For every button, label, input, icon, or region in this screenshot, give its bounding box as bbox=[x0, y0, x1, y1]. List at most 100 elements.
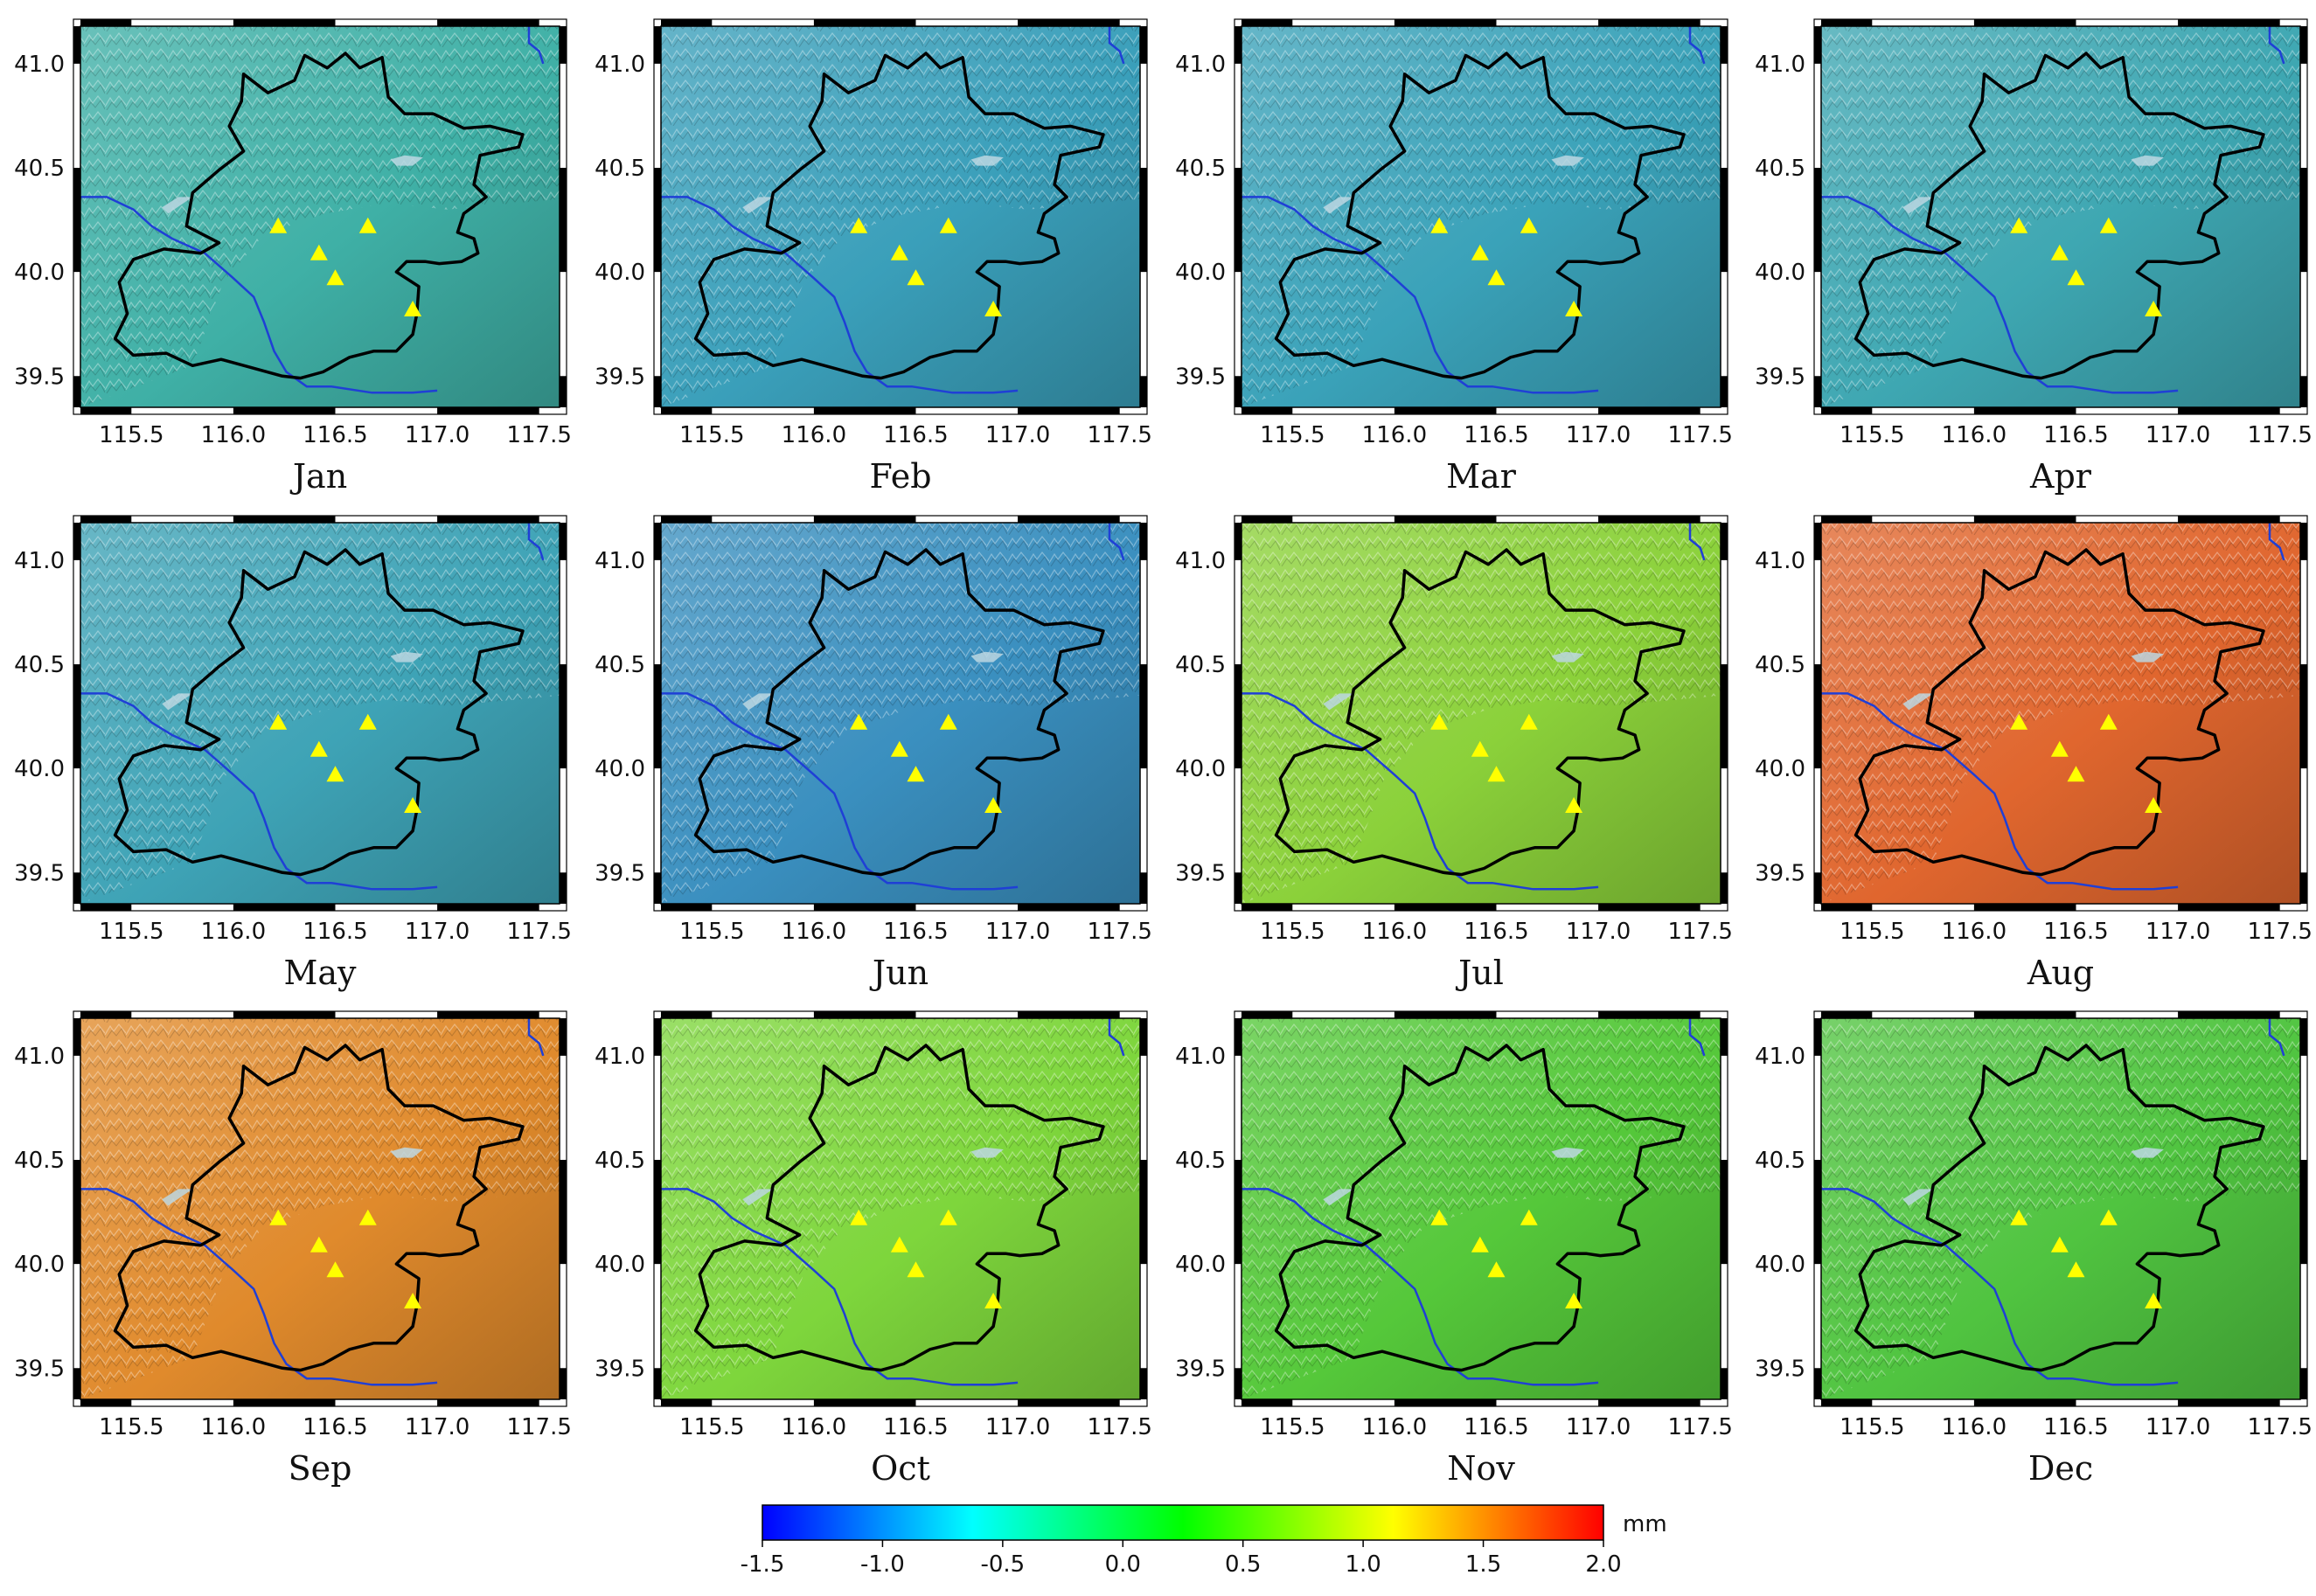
beijing-boundary bbox=[693, 1044, 1105, 1372]
frame-segment bbox=[437, 516, 539, 523]
frame-segment bbox=[1598, 19, 1700, 26]
frame-segment bbox=[1973, 1399, 2076, 1406]
frame-segment bbox=[1140, 523, 1147, 560]
x-tick-label: 115.5 bbox=[99, 422, 163, 448]
frame-segment bbox=[1821, 1011, 1873, 1018]
station-triangle bbox=[1520, 217, 1538, 233]
x-tick-label: 115.5 bbox=[679, 1414, 744, 1440]
beijing-boundary bbox=[1853, 548, 2265, 877]
colorbar: -1.5 -1.0 -0.5 0.0 0.5 1.0 1.5 2.0mm bbox=[741, 1504, 1667, 1578]
x-tick-label: 116.5 bbox=[1464, 1414, 1528, 1440]
frame-segment bbox=[1973, 516, 2076, 523]
frame-segment bbox=[1814, 664, 1821, 769]
y-tick-label: 40.0 bbox=[14, 260, 65, 286]
frame-segment bbox=[1598, 407, 1700, 414]
x-tick-label: 117.0 bbox=[985, 919, 1050, 945]
x-tick-label: 117.0 bbox=[2146, 1414, 2210, 1440]
frame-segment bbox=[1018, 407, 1120, 414]
frame-outline bbox=[1813, 18, 2308, 415]
colorbar-tick-label: -1.5 bbox=[741, 1551, 785, 1578]
beijing-boundary bbox=[113, 1044, 525, 1372]
station-triangle bbox=[907, 1261, 925, 1278]
y-tick-label: 40.0 bbox=[14, 756, 65, 782]
frame-segment bbox=[1598, 1399, 1700, 1406]
frame-segment bbox=[1241, 407, 1293, 414]
reservoir bbox=[1323, 1189, 1354, 1206]
river-line bbox=[661, 1188, 1019, 1386]
x-tick-label: 116.0 bbox=[1942, 422, 2007, 448]
frame-segment bbox=[1018, 904, 1120, 911]
frame-segment bbox=[560, 168, 567, 273]
x-tick-label: 115.5 bbox=[1260, 422, 1325, 448]
frame-segment bbox=[73, 1160, 80, 1265]
map-panel-jul: 115.5 116.0 116.5 117.0 117.5 39.5 40.0 40.5 41.… bbox=[1175, 515, 1733, 992]
frame-segment bbox=[1973, 19, 2076, 26]
river-line bbox=[527, 26, 545, 65]
frame-segment bbox=[1394, 407, 1497, 414]
reservoir bbox=[1902, 1189, 1934, 1206]
station-triangle bbox=[404, 301, 422, 317]
frame-segment bbox=[1973, 407, 2076, 414]
frame-segment bbox=[1721, 168, 1728, 273]
frame-segment bbox=[2300, 168, 2307, 273]
frame-segment bbox=[80, 1011, 132, 1018]
station-triangle bbox=[850, 1209, 868, 1225]
station-triangle bbox=[358, 217, 377, 233]
reservoir bbox=[742, 197, 774, 214]
x-tick-label: 115.5 bbox=[1840, 422, 1904, 448]
frame-segment bbox=[73, 523, 80, 560]
reservoir bbox=[742, 693, 774, 711]
station-triangle bbox=[309, 740, 328, 757]
y-tick-label: 40.5 bbox=[595, 652, 645, 678]
station-triangle bbox=[1487, 1261, 1506, 1278]
station-triangle bbox=[1520, 1209, 1538, 1225]
frame-segment bbox=[1598, 516, 1700, 523]
station-triangle bbox=[1430, 713, 1449, 730]
frame-segment bbox=[1814, 26, 1821, 64]
frame-segment bbox=[233, 1011, 336, 1018]
frame-segment bbox=[1140, 26, 1147, 64]
y-tick-label: 40.0 bbox=[14, 1252, 65, 1278]
station-triangle bbox=[269, 713, 288, 730]
colorbar-tick-label: -1.0 bbox=[860, 1551, 905, 1578]
station-triangle bbox=[850, 713, 868, 730]
frame-segment bbox=[1814, 872, 1821, 904]
x-tick-label: 117.0 bbox=[405, 919, 469, 945]
reservoir bbox=[390, 651, 423, 663]
colorbar-tick-label: 2.0 bbox=[1585, 1551, 1621, 1578]
frame-segment bbox=[437, 1011, 539, 1018]
station-triangle bbox=[984, 1293, 1003, 1309]
station-triangle bbox=[984, 301, 1003, 317]
river-line bbox=[2268, 1018, 2285, 1057]
colorbar-tick-label: 1.5 bbox=[1465, 1551, 1501, 1578]
frame-segment bbox=[2300, 872, 2307, 904]
x-tick-label: 115.5 bbox=[99, 1414, 163, 1440]
y-tick-label: 40.5 bbox=[14, 652, 65, 678]
x-tick-label: 116.5 bbox=[303, 919, 367, 945]
frame-segment bbox=[1721, 1018, 1728, 1056]
river-line bbox=[527, 1018, 545, 1057]
frame-segment bbox=[2300, 26, 2307, 64]
map-panel-may: 115.5 116.0 116.5 117.0 117.5 39.5 40.0 40.5 41.… bbox=[14, 515, 572, 992]
station-triangle bbox=[2099, 217, 2118, 233]
frame-segment bbox=[80, 407, 132, 414]
station-triangle bbox=[850, 217, 868, 233]
station-triangle bbox=[1565, 301, 1583, 317]
frame-segment bbox=[2300, 523, 2307, 560]
y-tick-label: 41.0 bbox=[595, 1044, 645, 1070]
frame-segment bbox=[560, 1368, 567, 1399]
station-triangle bbox=[2050, 740, 2069, 757]
frame-segment bbox=[1241, 904, 1293, 911]
y-tick-label: 41.0 bbox=[1755, 1044, 1805, 1070]
frame-segment bbox=[1721, 1160, 1728, 1265]
y-tick-label: 39.5 bbox=[1755, 364, 1805, 390]
frame-segment bbox=[1598, 904, 1700, 911]
x-tick-label: 115.5 bbox=[1260, 1414, 1325, 1440]
hillshade-relief bbox=[1821, 1018, 2300, 1399]
frame-segment bbox=[1394, 516, 1497, 523]
station-triangle bbox=[2067, 269, 2085, 286]
frame-segment bbox=[73, 1368, 80, 1399]
y-tick-label: 41.0 bbox=[1755, 52, 1805, 78]
frame-outline bbox=[1234, 515, 1728, 912]
x-tick-label: 117.0 bbox=[1566, 1414, 1631, 1440]
